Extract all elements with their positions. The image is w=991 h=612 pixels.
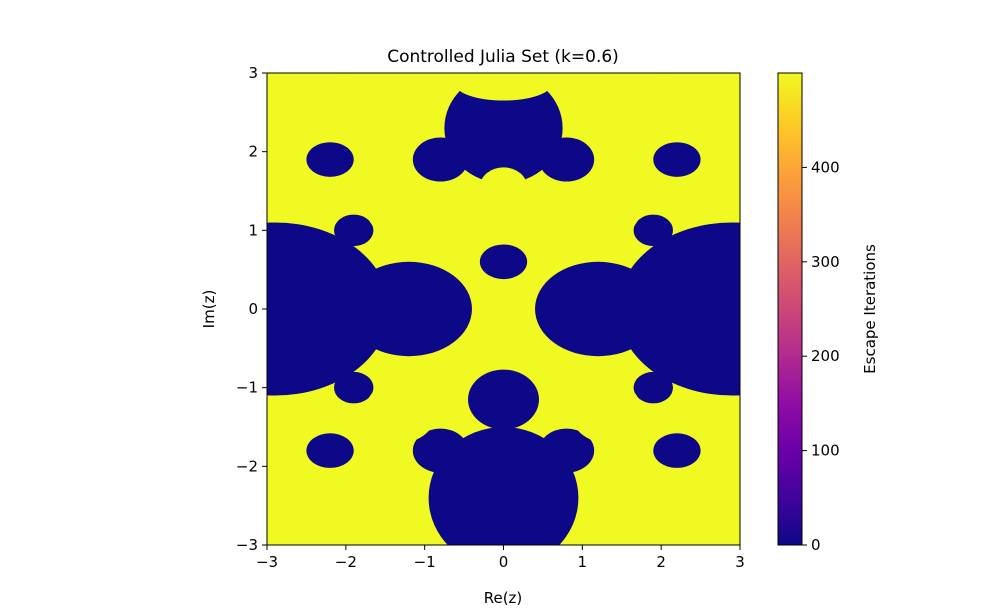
escape-region bbox=[365, 379, 437, 443]
x-axis-ticks: −3 −2 −1 0 1 2 3 bbox=[256, 545, 745, 571]
basin-region bbox=[479, 244, 528, 280]
x-tick-label: 2 bbox=[656, 553, 666, 571]
y-tick-label: −3 bbox=[236, 536, 258, 554]
basin-region bbox=[535, 261, 662, 357]
x-tick-label: 1 bbox=[578, 553, 588, 571]
basin-region bbox=[444, 73, 563, 184]
x-tick-label: 3 bbox=[735, 553, 745, 571]
y-axis-ticks: 3 2 1 0 −1 −2 −3 bbox=[236, 64, 267, 554]
colorbar-tick-label: 400 bbox=[811, 158, 840, 176]
basin-region bbox=[617, 222, 740, 396]
y-tick-label: 1 bbox=[248, 221, 258, 239]
colorbar-tick-label: 0 bbox=[811, 536, 821, 554]
y-tick-label: −2 bbox=[236, 457, 258, 475]
x-tick-label: −1 bbox=[414, 553, 436, 571]
escape-region bbox=[479, 167, 528, 207]
escape-region bbox=[570, 175, 642, 239]
escape-region bbox=[661, 466, 740, 545]
x-tick-label: 0 bbox=[499, 553, 509, 571]
y-axis-label: Im(z) bbox=[200, 290, 218, 329]
y-tick-label: 2 bbox=[248, 143, 258, 161]
chart-title: Controlled Julia Set (k=0.6) bbox=[387, 47, 619, 67]
basin-region bbox=[653, 433, 701, 468]
x-tick-label: −3 bbox=[256, 553, 278, 571]
basin-region bbox=[334, 214, 374, 247]
basin-region bbox=[653, 142, 701, 177]
colorbar-ticks: 0 100 200 300 400 bbox=[802, 158, 840, 554]
basin-region bbox=[306, 142, 354, 177]
basin-region bbox=[306, 433, 354, 468]
escape-region bbox=[267, 466, 346, 545]
basin-region bbox=[412, 137, 469, 182]
colorbar-label: Escape Iterations bbox=[861, 244, 879, 374]
basin-region bbox=[345, 261, 472, 357]
colorbar-tick-label: 100 bbox=[811, 442, 840, 460]
colorbar bbox=[777, 72, 803, 546]
basin-region bbox=[267, 222, 390, 396]
escape-region bbox=[570, 379, 642, 443]
escape-region bbox=[456, 73, 551, 101]
basin-region bbox=[633, 371, 673, 404]
colorbar-tick-label: 300 bbox=[811, 253, 840, 271]
basin-region bbox=[538, 428, 595, 473]
y-tick-label: −1 bbox=[236, 379, 258, 397]
basin-region bbox=[334, 371, 374, 404]
x-tick-label: −2 bbox=[335, 553, 357, 571]
basin-region bbox=[468, 369, 539, 430]
y-tick-label: 3 bbox=[248, 64, 258, 82]
basin-region bbox=[633, 214, 673, 247]
heatmap bbox=[267, 73, 740, 545]
x-axis-label: Re(z) bbox=[484, 589, 523, 607]
y-tick-label: 0 bbox=[248, 300, 258, 318]
escape-region bbox=[661, 73, 740, 152]
basin-region bbox=[538, 137, 595, 182]
escape-region bbox=[487, 285, 520, 317]
escape-region bbox=[267, 73, 346, 152]
basin-region bbox=[412, 428, 469, 473]
escape-region bbox=[365, 175, 437, 239]
colorbar-tick-label: 200 bbox=[811, 347, 840, 365]
